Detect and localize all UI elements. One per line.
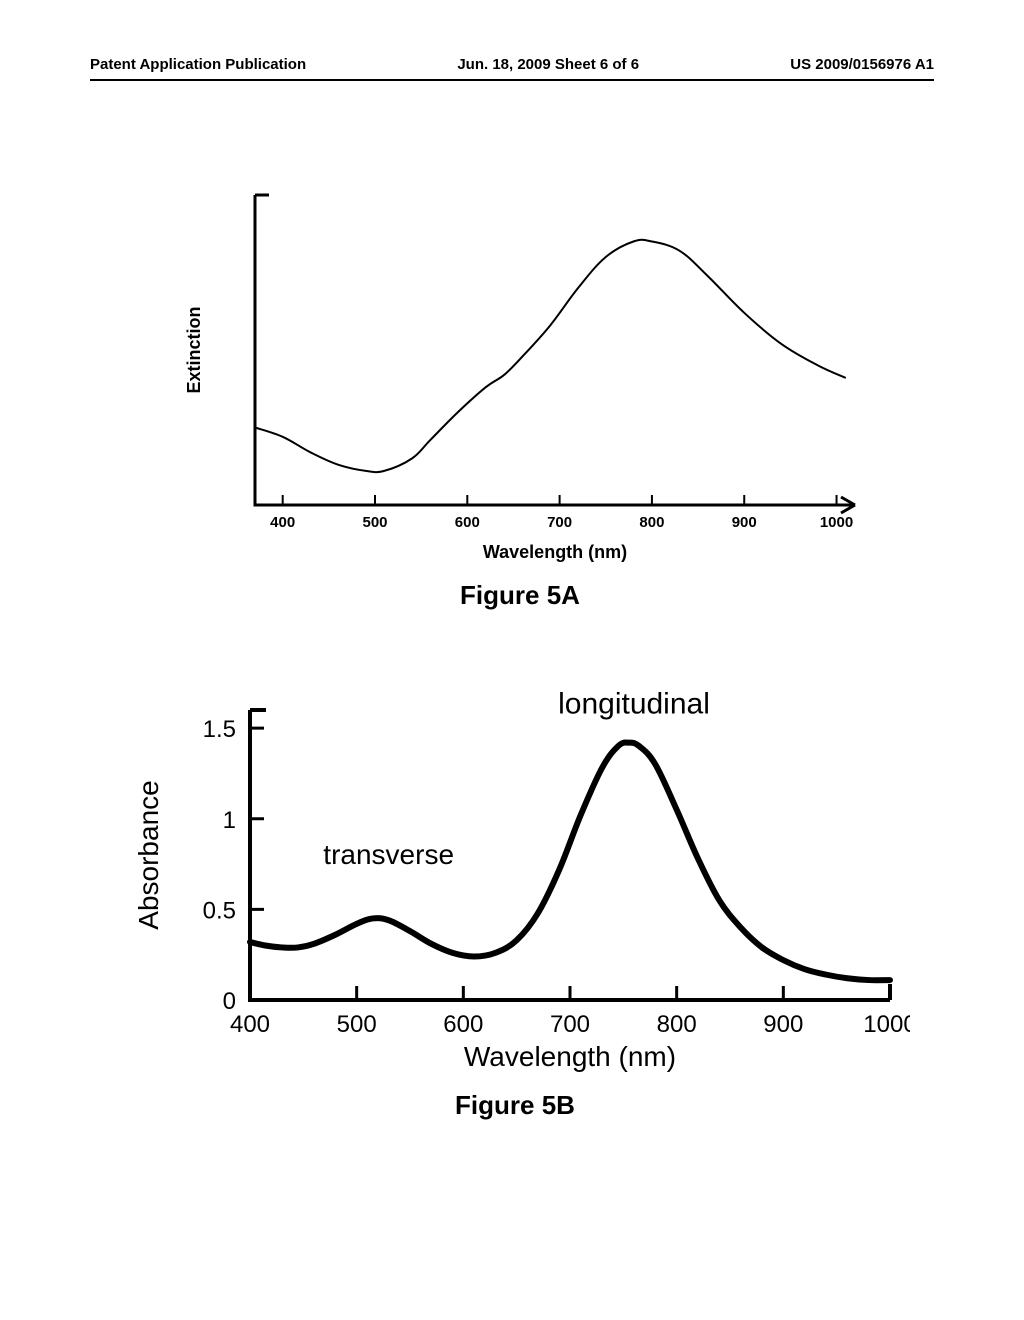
page-header: Patent Application Publication Jun. 18, … <box>0 56 1024 81</box>
chart-5a: 400 500 600 700 800 900 1000 Wavelength (nm) Ext… <box>160 180 880 570</box>
svg-text:1000: 1000 <box>820 514 853 531</box>
svg-text:800: 800 <box>639 514 664 531</box>
svg-text:500: 500 <box>337 1011 377 1038</box>
svg-text:500: 500 <box>362 514 387 531</box>
header-right: US 2009/0156976 A1 <box>790 56 934 73</box>
svg-text:700: 700 <box>550 1011 590 1038</box>
figure-5a: 400 500 600 700 800 900 1000 Wavelength (nm) Ext… <box>160 180 880 611</box>
svg-text:1.5: 1.5 <box>203 716 236 743</box>
svg-text:900: 900 <box>732 514 757 531</box>
svg-text:600: 600 <box>455 514 480 531</box>
figure-5a-caption: Figure 5A <box>160 580 880 611</box>
svg-text:400: 400 <box>270 514 295 531</box>
svg-text:600: 600 <box>443 1011 483 1038</box>
svg-text:400: 400 <box>230 1011 270 1038</box>
svg-text:0.5: 0.5 <box>203 897 236 924</box>
svg-text:transverse: transverse <box>323 839 454 870</box>
figure-5b-caption: Figure 5B <box>120 1090 910 1121</box>
svg-text:longitudinal: longitudinal <box>558 688 710 721</box>
svg-text:Absorbance: Absorbance <box>133 780 164 929</box>
header-center: Jun. 18, 2009 Sheet 6 of 6 <box>457 56 639 73</box>
svg-text:0: 0 <box>223 988 236 1015</box>
svg-text:800: 800 <box>657 1011 697 1038</box>
svg-text:Extinction: Extinction <box>184 306 204 393</box>
svg-text:900: 900 <box>763 1011 803 1038</box>
svg-text:1000: 1000 <box>863 1011 910 1038</box>
svg-text:Wavelength (nm): Wavelength (nm) <box>464 1041 676 1072</box>
figure-5b: 400 500 600 700 800 900 1000 0 0.5 1 1.5 Wavelength… <box>120 660 910 1121</box>
chart-5b: 400 500 600 700 800 900 1000 0 0.5 1 1.5 Wavelength… <box>120 660 910 1080</box>
svg-text:Wavelength (nm): Wavelength (nm) <box>483 542 627 562</box>
svg-text:700: 700 <box>547 514 572 531</box>
header-left: Patent Application Publication <box>90 56 306 73</box>
svg-text:1: 1 <box>223 807 236 834</box>
header-rule <box>90 79 934 81</box>
